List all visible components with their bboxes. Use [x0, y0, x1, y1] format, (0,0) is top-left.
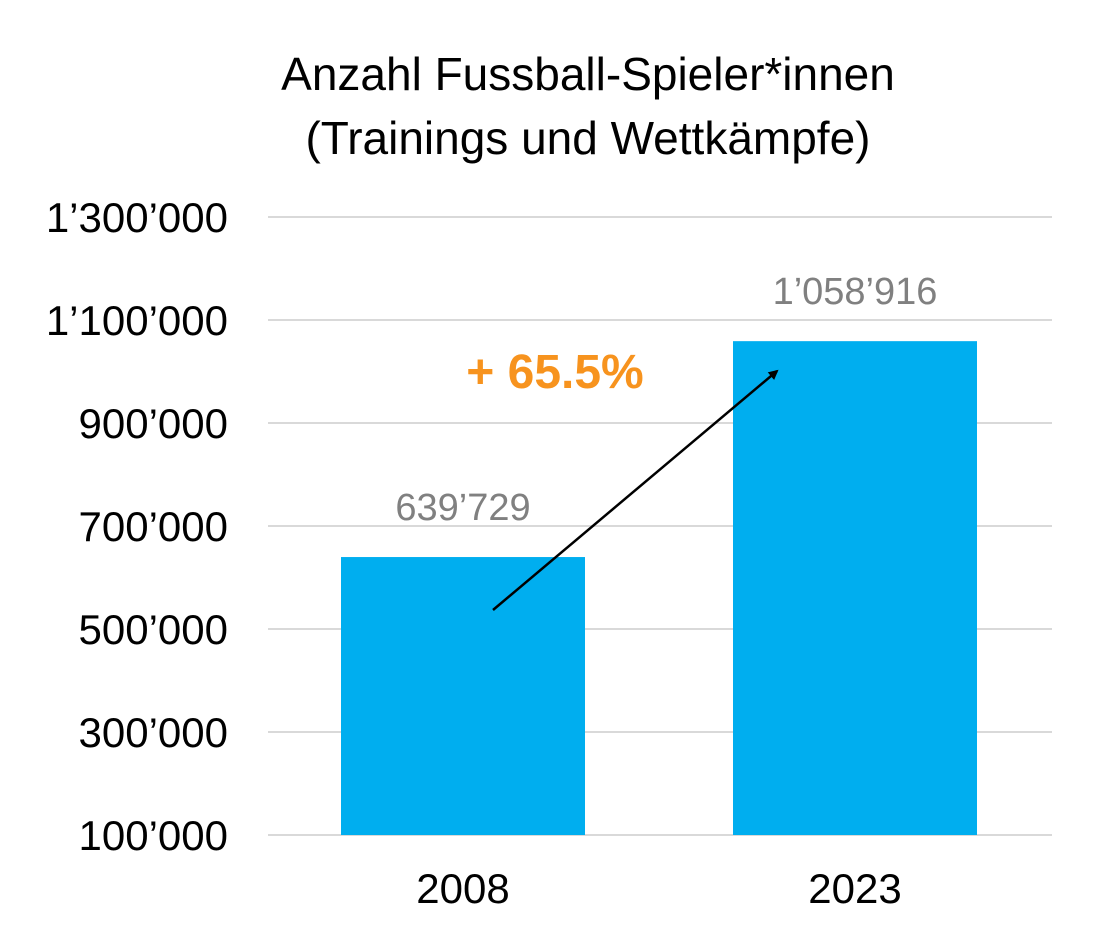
chart-title-line-1: Anzahl Fussball-Spieler*innen [281, 48, 895, 100]
x-axis-tick-labels: 2008 2023 [416, 865, 901, 912]
growth-arrow [492, 369, 779, 611]
bar-value-label: 1’058’916 [773, 271, 938, 313]
y-tick-label: 500’000 [79, 606, 228, 653]
y-tick-label: 700’000 [79, 503, 228, 550]
chart-title-line-2: (Trainings und Wettkämpfe) [305, 112, 870, 164]
y-tick-label: 100’000 [79, 812, 228, 859]
bar-value-label: 639’729 [395, 487, 530, 529]
x-tick-label: 2023 [808, 865, 901, 912]
bar [733, 341, 977, 835]
growth-annotation: + 65.5% [466, 346, 643, 399]
y-tick-label: 1’300’000 [46, 194, 228, 241]
bar [341, 557, 585, 835]
bars [341, 341, 977, 835]
bar-value-labels: 639’729 1’058’916 [395, 271, 937, 529]
y-tick-label: 1’100’000 [46, 297, 228, 344]
y-tick-label: 900’000 [79, 400, 228, 447]
x-tick-label: 2008 [416, 865, 509, 912]
y-tick-label: 300’000 [79, 709, 228, 756]
y-axis-tick-labels: 100’000 300’000 500’000 700’000 900’000 1’100… [46, 194, 228, 859]
